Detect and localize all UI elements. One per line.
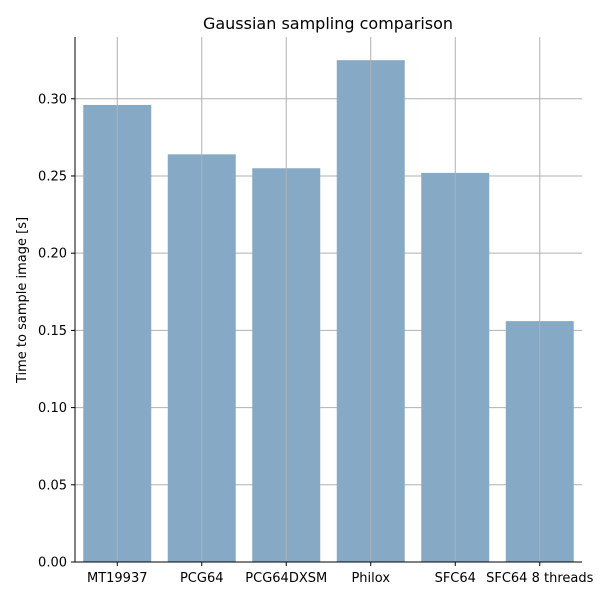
grid-layer bbox=[75, 98, 582, 486]
y-tick-label: 0.30 bbox=[38, 92, 67, 107]
y-tick-label: 0.20 bbox=[38, 247, 67, 262]
y-tick-label: 0.00 bbox=[38, 556, 67, 571]
y-tick-label: 0.05 bbox=[38, 478, 67, 493]
y-tick-label: 0.15 bbox=[38, 324, 67, 339]
y-tick-label: 0.10 bbox=[38, 401, 67, 416]
bars-layer bbox=[83, 60, 574, 563]
vertical-grid-layer bbox=[116, 37, 541, 562]
ticks-layer: 0.00 0.05 0.10 0.15 0.20 0.25 0.30 MT19937 PCG64… bbox=[38, 92, 594, 586]
x-tick-label: MT19937 bbox=[87, 571, 148, 586]
chart-title: Gaussian sampling comparison bbox=[203, 14, 453, 33]
x-tick-label: PCG64 bbox=[180, 571, 224, 586]
x-tick-label: SFC64 bbox=[435, 571, 476, 586]
x-tick-label: Philox bbox=[351, 571, 390, 586]
y-tick-label: 0.25 bbox=[38, 169, 67, 184]
x-tick-label: SFC64 8 threads bbox=[486, 571, 593, 586]
axes-layer bbox=[74, 37, 582, 563]
x-tick-label: PCG64DXSM bbox=[245, 571, 327, 586]
y-axis-label: Time to sample image [s] bbox=[15, 217, 30, 384]
